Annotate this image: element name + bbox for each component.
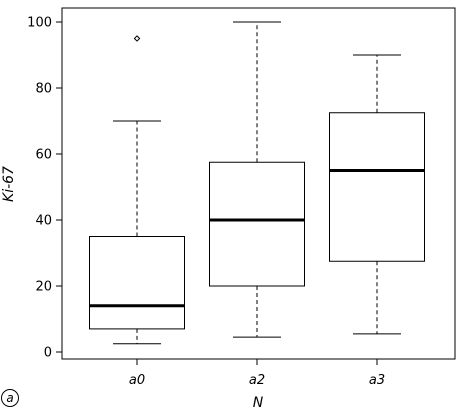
box-a0 — [89, 35, 185, 345]
y-axis-title: Ki-67 — [1, 166, 17, 202]
plot-area-frame — [61, 7, 456, 360]
box-a3 — [329, 54, 425, 335]
y-tick-label: 40 — [35, 214, 52, 229]
y-tick-label: 100 — [27, 16, 52, 31]
panel-badge-label: a — [6, 391, 13, 405]
y-tick-label: 60 — [35, 148, 52, 163]
y-axis: 0 20 40 60 80 100 — [27, 16, 62, 361]
outlier-point — [133, 35, 141, 42]
x-tick-label: a2 — [249, 373, 265, 388]
x-tick-label: a3 — [369, 373, 385, 388]
box-a2 — [209, 21, 305, 338]
x-axis: a0 a2 a3 — [129, 359, 385, 388]
iqr-box — [209, 161, 305, 287]
y-tick-label: 80 — [35, 82, 52, 97]
iqr-box — [329, 112, 425, 262]
panel-badge: a — [1, 389, 19, 407]
box-series — [89, 21, 425, 345]
y-tick-label: 20 — [35, 280, 52, 295]
panel-badge-circle — [1, 389, 19, 407]
x-axis-title: N — [253, 395, 264, 411]
x-tick-label: a0 — [129, 373, 145, 388]
y-tick-label: 0 — [44, 346, 52, 361]
iqr-box — [89, 236, 185, 330]
